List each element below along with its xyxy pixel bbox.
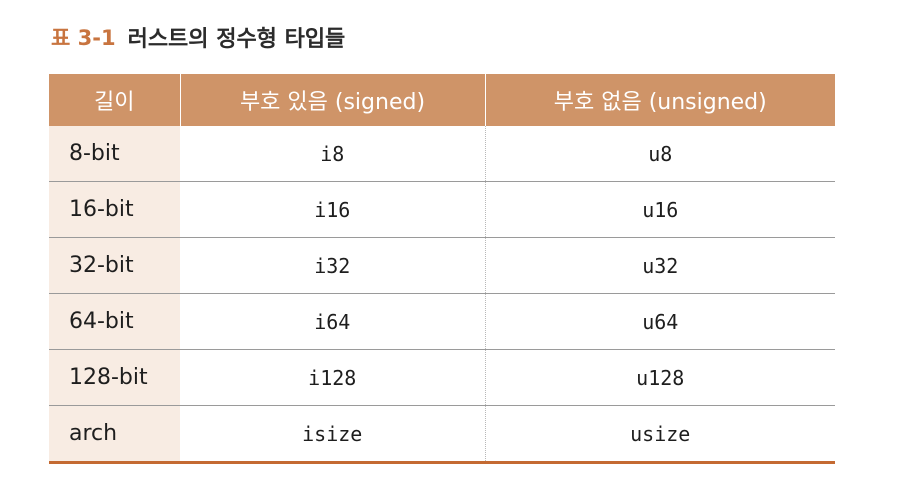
integer-types-table: 길이 부호 있음 (signed) 부호 없음 (unsigned) 8-bit…	[49, 74, 835, 464]
table-row: 8-bit i8 u8	[49, 126, 835, 182]
signed-type-cell: i32	[180, 237, 485, 294]
table-title: 러스트의 정수형 타입들	[127, 27, 346, 52]
table-header: 길이 부호 있음 (signed) 부호 없음 (unsigned)	[49, 74, 835, 126]
table-row: 32-bit i32 u32	[49, 237, 835, 294]
length-cell: 128-bit	[49, 349, 180, 406]
header-signed: 부호 있음 (signed)	[179, 74, 485, 126]
table-body: 8-bit i8 u8 16-bit i16 u16 32-bit i32 u3…	[49, 126, 835, 464]
signed-type-cell: i8	[320, 141, 345, 166]
length-cell: arch	[49, 405, 180, 464]
signed-type-cell: isize	[180, 405, 485, 464]
unsigned-type-cell: u64	[484, 293, 835, 350]
unsigned-type-cell: usize	[484, 405, 835, 464]
table-row: 128-bit i128 u128	[49, 349, 835, 406]
signed-type-cell: i64	[180, 293, 485, 350]
signed-type-cell: i16	[180, 181, 485, 238]
length-cell: 8-bit	[49, 126, 180, 182]
header-length: 길이	[49, 74, 180, 126]
unsigned-type-cell: u8	[484, 126, 835, 182]
length-cell: 64-bit	[49, 293, 180, 350]
signed-type-cell: i128	[180, 349, 485, 406]
length-cell: 16-bit	[49, 181, 180, 238]
unsigned-type-cell: u128	[484, 349, 835, 406]
table-row: 16-bit i16 u16	[49, 181, 835, 238]
unsigned-type-cell: u32	[484, 237, 835, 294]
length-cell: 32-bit	[49, 237, 180, 294]
table-caption: 표 3-1 러스트의 정수형 타입들	[51, 20, 345, 54]
table-number: 표 3-1	[51, 26, 116, 50]
table-row: arch isize usize	[49, 405, 835, 464]
header-unsigned: 부호 없음 (unsigned)	[484, 74, 835, 126]
unsigned-type-cell: u16	[484, 181, 835, 238]
header-row: 길이 부호 있음 (signed) 부호 없음 (unsigned)	[49, 74, 835, 126]
table-row: 64-bit i64 u64	[49, 293, 835, 350]
